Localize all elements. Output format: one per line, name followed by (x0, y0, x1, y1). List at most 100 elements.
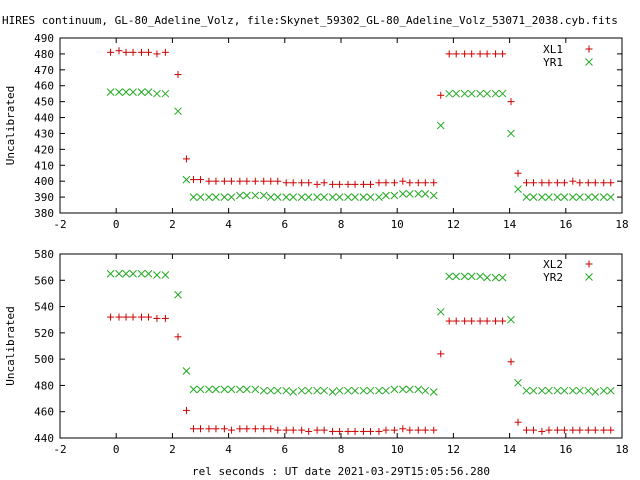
data-point (560, 426, 568, 434)
data-point (591, 426, 599, 434)
x-tick-label: 12 (447, 443, 460, 456)
data-point (366, 193, 375, 201)
data-point (375, 193, 383, 201)
data-point (220, 193, 229, 201)
y-tick-label: 390 (34, 191, 54, 204)
legend-label: YR2 (543, 271, 563, 284)
data-point (553, 179, 561, 187)
data-point (129, 88, 137, 96)
data-point (569, 177, 577, 185)
data-point (430, 426, 438, 434)
data-point (320, 386, 328, 395)
data-point (274, 177, 282, 185)
data-point (182, 406, 190, 414)
data-point (197, 425, 204, 433)
data-point (576, 426, 584, 434)
x-tick-label: 10 (391, 218, 404, 231)
data-point (174, 290, 182, 299)
y-axis-label: Uncalibrated (4, 86, 17, 165)
data-point (227, 193, 236, 201)
y-tick-label: 440 (34, 432, 54, 445)
data-point (227, 385, 236, 394)
data-point (297, 386, 306, 395)
x-tick-label: -2 (53, 443, 66, 456)
y-tick-label: 440 (34, 112, 54, 125)
data-point (606, 386, 615, 395)
data-point (560, 386, 569, 395)
legend-label: XL2 (543, 258, 563, 271)
data-point (553, 386, 562, 395)
data-point (436, 307, 445, 316)
data-point (189, 176, 197, 184)
x-tick-label: 4 (225, 218, 232, 231)
data-point (483, 273, 491, 282)
plot-frame (59, 37, 623, 214)
data-point (251, 191, 260, 200)
data-point (421, 190, 430, 198)
x-axis-label: rel seconds : UT date 2021-03-29T15:05:5… (192, 465, 490, 478)
data-point (212, 385, 220, 394)
data-point (491, 273, 500, 282)
x-tick-label: 0 (113, 218, 120, 231)
data-point (445, 89, 454, 98)
data-point (476, 272, 484, 281)
data-point (212, 193, 220, 201)
data-point (538, 193, 546, 201)
data-point (189, 425, 197, 433)
data-point (607, 426, 615, 434)
figure-title: HIRES continuum, GL-80_Adeline_Volz, fil… (2, 14, 618, 27)
data-point (282, 193, 291, 201)
data-point (235, 385, 244, 394)
x-tick-label: 14 (503, 218, 517, 231)
x-tick-label: 18 (615, 443, 628, 456)
data-point (445, 317, 453, 325)
x-tick-label: 0 (113, 443, 120, 456)
data-point (243, 385, 251, 394)
data-point (122, 48, 130, 56)
data-point (304, 386, 313, 395)
data-point (406, 179, 414, 187)
data-point (205, 425, 213, 433)
data-point (205, 385, 213, 394)
data-point (212, 425, 220, 433)
y-tick-label: 540 (34, 301, 54, 314)
data-point (483, 317, 491, 325)
data-point (115, 47, 123, 55)
data-point (507, 358, 515, 366)
data-point (445, 272, 454, 281)
data-point (467, 89, 476, 98)
data-point (600, 426, 608, 434)
data-point (514, 185, 522, 193)
data-point (161, 314, 169, 322)
data-point (243, 425, 251, 433)
data-point (483, 89, 491, 98)
data-point (320, 193, 328, 201)
data-point (329, 427, 337, 435)
data-point (328, 388, 337, 396)
data-point (405, 385, 414, 394)
data-point (274, 426, 282, 434)
data-point (122, 269, 130, 278)
y-tick-label: 410 (34, 159, 54, 172)
data-point (304, 193, 313, 201)
data-point (390, 179, 398, 187)
data-point (260, 177, 268, 185)
data-point (289, 193, 298, 201)
data-point (182, 175, 191, 184)
data-point (297, 193, 306, 201)
data-point (498, 89, 507, 98)
x-tick-label: -2 (53, 218, 66, 231)
data-point (251, 177, 259, 185)
data-point (452, 50, 460, 58)
data-point (584, 386, 593, 395)
data-point (545, 179, 553, 187)
y-tick-label: 430 (34, 127, 54, 140)
data-point (174, 107, 182, 116)
data-point (461, 50, 469, 58)
data-point (538, 386, 546, 395)
data-point (405, 190, 414, 198)
data-point (568, 193, 577, 201)
data-point (429, 388, 438, 396)
data-point (390, 191, 399, 200)
y-tick-label: 400 (34, 175, 54, 188)
